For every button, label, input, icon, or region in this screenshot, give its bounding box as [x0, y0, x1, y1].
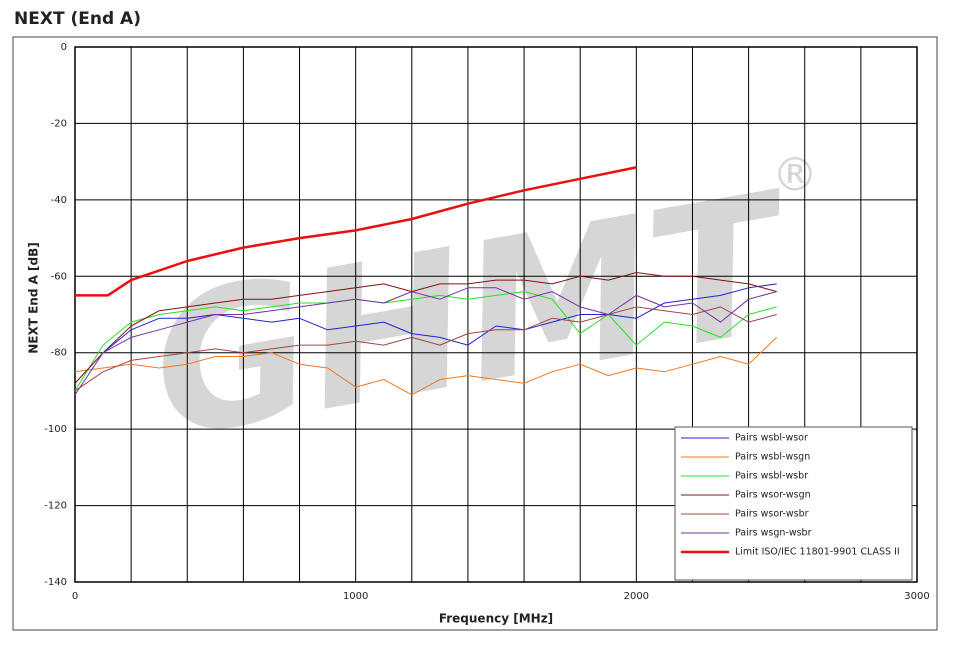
legend-label: Pairs wsbl-wsor [735, 433, 808, 444]
series-line [75, 166, 637, 297]
legend-label: Pairs wsgn-wsbr [735, 528, 812, 539]
x-axis-label: Frequency [MHz] [439, 612, 553, 626]
plot-border [74, 46, 918, 583]
series-line [74, 291, 777, 392]
legend-label: Pairs wsbl-wsbr [735, 471, 808, 482]
y-tick-label: -120 [44, 501, 67, 512]
legend-box [674, 426, 913, 581]
y-tick-label: -100 [44, 424, 67, 435]
y-tick-label: 0 [61, 42, 67, 53]
y-tick-label: -20 [51, 118, 67, 129]
series-line [74, 283, 777, 384]
series-line [74, 306, 777, 392]
y-tick-label: -60 [51, 271, 67, 282]
x-tick-label: 1000 [343, 591, 368, 602]
y-tick-label: -140 [44, 577, 67, 588]
x-tick-label: 3000 [904, 591, 929, 602]
legend: Pairs wsbl-wsor Pairs wsbl-wsgn Pairs wsbl… [674, 426, 913, 581]
watermark-mark: ® [772, 148, 818, 202]
y-tick-label: -80 [51, 348, 67, 359]
legend-label: Pairs wsor-wsbr [735, 509, 809, 520]
legend-label: Pairs wsor-wsgn [735, 490, 811, 501]
x-tick-label: 2000 [624, 591, 649, 602]
frame [12, 36, 938, 631]
legend-label: Pairs wsbl-wsgn [735, 452, 810, 463]
series-line [74, 272, 777, 384]
series-line [74, 287, 777, 396]
y-axis-label: NEXT End A [dB] [27, 242, 41, 354]
y-tick-label: -40 [51, 195, 67, 206]
chart-title: NEXT (End A) [14, 9, 141, 29]
legend-label: Limit ISO/IEC 11801-9901 CLASS II [735, 547, 900, 558]
series-line [74, 337, 778, 396]
x-tick-label: 0 [72, 591, 78, 602]
